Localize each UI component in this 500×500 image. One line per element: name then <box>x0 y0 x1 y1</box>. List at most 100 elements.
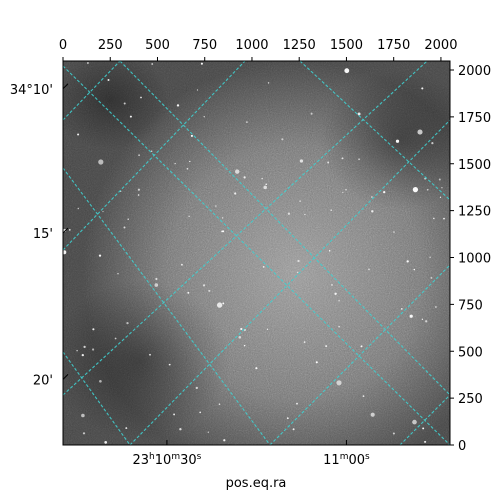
star <box>76 349 78 352</box>
star <box>123 226 126 229</box>
star <box>83 345 86 349</box>
star <box>218 403 221 406</box>
top-tick-label: 2000 <box>424 38 457 53</box>
star <box>417 129 423 135</box>
top-tick-label: 1750 <box>377 38 410 53</box>
star <box>138 154 141 157</box>
dec-tick <box>62 83 69 90</box>
right-tick-label: 2000 <box>458 64 491 79</box>
star <box>297 271 299 274</box>
grid-line <box>63 65 450 445</box>
ra-tick-label: 23h10m30s <box>133 452 202 468</box>
star <box>151 150 153 152</box>
star <box>267 82 270 84</box>
star <box>173 413 176 416</box>
star <box>240 327 243 331</box>
star <box>77 133 80 136</box>
star <box>303 341 306 343</box>
star <box>81 413 85 418</box>
star <box>81 353 84 357</box>
top-tick-label: 500 <box>145 38 170 53</box>
top-tick-label: 1500 <box>330 38 363 53</box>
star <box>344 68 350 74</box>
star <box>342 191 344 194</box>
star <box>189 160 191 163</box>
star <box>262 266 265 268</box>
star <box>222 230 225 233</box>
star <box>235 169 240 174</box>
dec-tick-label: 34°10' <box>10 83 53 98</box>
star <box>107 78 110 82</box>
star <box>370 412 375 417</box>
grid-line <box>63 61 121 121</box>
star <box>371 196 373 198</box>
star <box>98 254 102 257</box>
star <box>125 427 128 430</box>
star <box>406 260 409 263</box>
star <box>137 194 140 196</box>
dec-tick <box>62 374 69 380</box>
right-pixel-axis: 0 250 500 750 1000 1250 1500 1750 2000 <box>450 64 491 454</box>
right-tick-label: 250 <box>458 392 483 407</box>
star <box>304 213 306 216</box>
star <box>368 268 370 271</box>
star <box>286 417 289 420</box>
star <box>336 380 342 386</box>
star <box>421 87 424 90</box>
star <box>360 345 363 348</box>
star <box>281 138 284 141</box>
star <box>92 328 95 331</box>
star <box>195 386 198 390</box>
star <box>129 115 132 118</box>
star <box>263 185 267 190</box>
star <box>223 439 226 442</box>
star <box>127 218 129 220</box>
star <box>292 428 295 431</box>
star <box>426 188 429 191</box>
star <box>200 62 203 65</box>
star <box>63 250 67 255</box>
x-axis-label: pos.eq.ra <box>226 476 287 491</box>
right-tick-label: 500 <box>458 345 483 360</box>
star <box>92 348 95 351</box>
star <box>216 302 223 308</box>
sky-image <box>63 61 450 445</box>
star <box>310 112 313 115</box>
star <box>409 314 413 318</box>
top-tick-label: 250 <box>98 38 123 53</box>
star <box>261 177 263 180</box>
top-tick-label: 0 <box>59 38 67 53</box>
right-tick-label: 0 <box>458 439 466 454</box>
star <box>412 186 419 193</box>
star <box>104 441 108 444</box>
star <box>190 134 193 137</box>
star <box>149 353 151 356</box>
grid-line <box>63 351 131 445</box>
grid-line <box>129 119 450 445</box>
star <box>114 337 117 340</box>
star <box>222 302 225 305</box>
star <box>297 259 300 263</box>
star <box>439 196 442 198</box>
star <box>296 402 298 405</box>
top-pixel-axis: 0 250 500 750 1000 1250 1500 1750 2000 <box>59 38 457 61</box>
star <box>155 277 158 281</box>
dec-tick <box>62 227 69 234</box>
star <box>435 306 437 308</box>
right-tick-label: 1000 <box>458 252 491 267</box>
grid-line <box>299 61 450 201</box>
grid-line <box>63 167 271 445</box>
star-field <box>63 61 445 444</box>
star <box>199 411 202 414</box>
star <box>234 192 237 195</box>
star <box>168 363 171 366</box>
star <box>187 291 190 294</box>
bottom-ra-axis: 23h10m30s 11m00s <box>133 440 370 468</box>
dec-tick-label: 15' <box>33 227 53 242</box>
star <box>255 367 258 370</box>
grid-line <box>63 61 428 396</box>
star <box>393 231 395 233</box>
star <box>180 263 183 266</box>
star <box>327 161 330 164</box>
dec-tick-label: 20' <box>33 373 53 388</box>
